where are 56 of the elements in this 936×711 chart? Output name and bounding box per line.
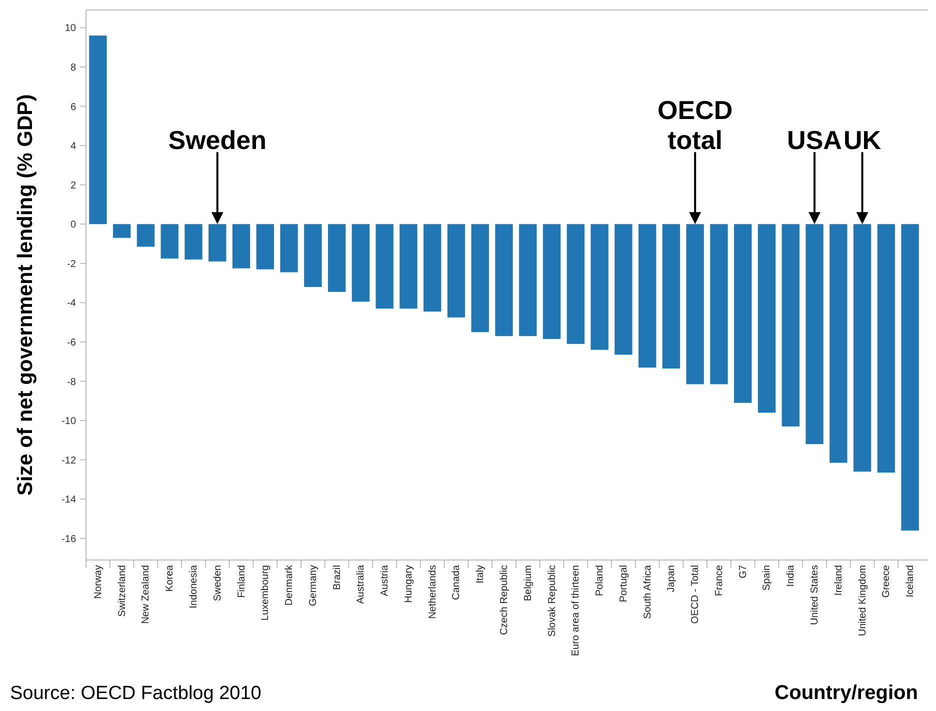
- y-tick-label: -8: [67, 376, 76, 388]
- x-tick-label: United States: [810, 565, 821, 626]
- x-tick-label: Spain: [762, 565, 773, 591]
- x-tick-label: Luxembourg: [260, 565, 272, 621]
- x-tick-label: Denmark: [284, 564, 296, 606]
- y-tick-label: -4: [67, 298, 76, 310]
- x-tick-label: Norway: [92, 565, 104, 599]
- y-tick-label: -6: [67, 337, 76, 348]
- x-tick-label: Sweden: [212, 565, 224, 602]
- y-tick-label: 2: [70, 180, 76, 192]
- x-tick-label: New Zealand: [140, 565, 152, 624]
- x-tick-label: India: [786, 564, 797, 587]
- x-tick-label: Austria: [380, 564, 391, 596]
- x-tick-label: Canada: [451, 564, 462, 600]
- x-tick-label: Korea: [164, 564, 176, 592]
- x-tick-label: France: [714, 564, 725, 596]
- x-tick-label: Switzerland: [116, 565, 128, 617]
- x-tick-label: Indonesia: [188, 564, 200, 608]
- y-tick-label: 8: [70, 62, 76, 74]
- annotation: OECD total: [658, 95, 733, 156]
- x-tick-label: Italy: [475, 565, 486, 584]
- y-tick-label: 4: [70, 141, 76, 152]
- y-tick-label: 0: [70, 220, 76, 231]
- y-tick-label: -2: [67, 258, 76, 270]
- annotation: UK: [844, 125, 882, 156]
- x-tick-label: Greece: [881, 564, 892, 598]
- x-tick-label: Netherlands: [427, 565, 438, 619]
- x-tick-label: Australia: [356, 564, 367, 604]
- y-tick-label: -14: [62, 494, 76, 506]
- x-tick-label: Poland: [594, 565, 606, 596]
- x-tick-label: United Kingdom: [857, 565, 868, 636]
- y-axis-title: Size of net government lending (% GDP): [14, 94, 37, 496]
- x-tick-label: Portugal: [618, 565, 630, 602]
- x-tick-label: Belgium: [522, 565, 534, 602]
- x-axis-title: Country/region: [774, 682, 918, 704]
- annotation: Sweden: [168, 125, 266, 156]
- y-tick-label: -10: [62, 416, 76, 428]
- x-tick-label: Iceland: [905, 565, 916, 598]
- x-tick-label: South Africa: [642, 564, 654, 619]
- x-tick-label: Hungary: [403, 565, 414, 603]
- x-tick-label: Ireland: [833, 565, 844, 596]
- x-tick-label: Euro area of thirteen: [570, 565, 582, 656]
- x-tick-label: G7: [738, 564, 749, 578]
- x-tick-label: Finland: [236, 565, 248, 598]
- annotation: USA: [787, 125, 842, 156]
- y-tick-label: -12: [62, 455, 76, 466]
- x-tick-label: Brazil: [332, 565, 343, 590]
- x-tick-label: Slovak Republic: [546, 565, 558, 637]
- x-tick-label: OECD - Total: [690, 565, 702, 624]
- y-tick-label: 6: [70, 102, 76, 113]
- y-tick-label: 10: [64, 23, 76, 34]
- y-tick-label: -16: [62, 534, 76, 545]
- x-tick-label: Japan: [666, 565, 678, 592]
- x-tick-label: Germany: [308, 565, 319, 606]
- source-note: Source: OECD Factblog 2010: [10, 683, 262, 704]
- x-tick-label: Czech Republic: [499, 565, 510, 636]
